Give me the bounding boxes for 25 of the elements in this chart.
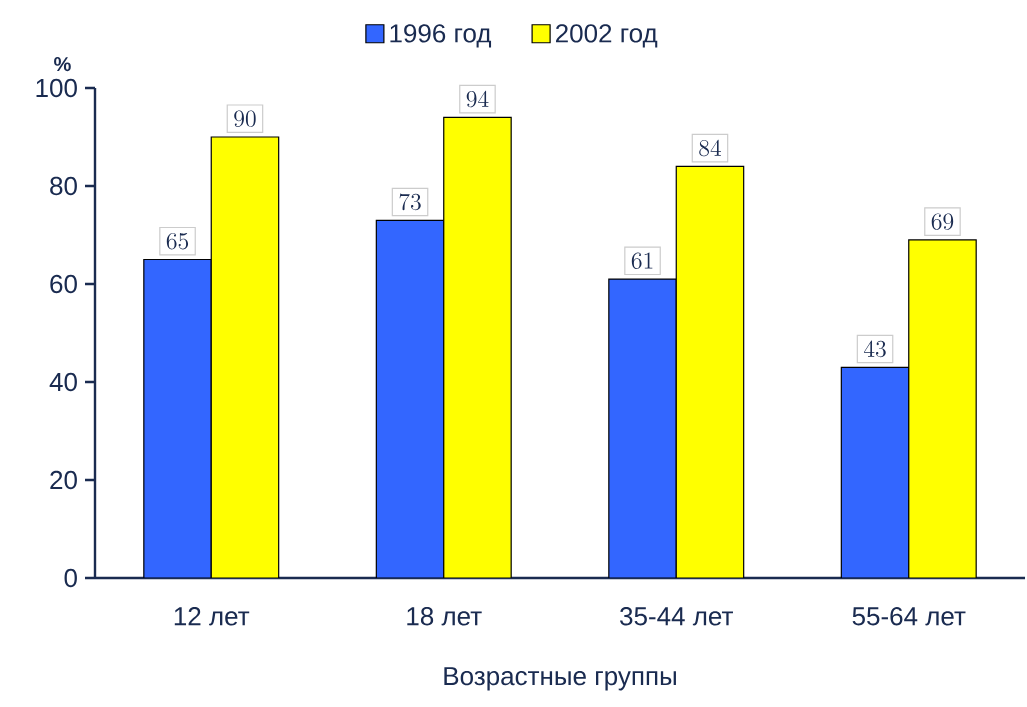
y-axis-title: % xyxy=(54,57,71,72)
y-tick-label: 80 xyxy=(50,176,77,196)
data-label: 69 xyxy=(931,213,954,230)
y-tick-label: 40 xyxy=(49,372,77,392)
data-label: 94 xyxy=(466,90,489,108)
bar xyxy=(908,239,977,578)
y-tick-label: 0 xyxy=(64,568,77,588)
data-label: 65 xyxy=(166,232,189,250)
x-tick-label: 12 лет xyxy=(174,607,250,626)
x-tick-label: 35-44 лет xyxy=(620,607,733,626)
y-tick-label: 100 xyxy=(36,78,77,98)
x-axis-title: Возрастные группы xyxy=(444,667,676,691)
data-label: 90 xyxy=(234,110,256,127)
x-tick-label: 55-64 лет xyxy=(852,607,966,626)
legend-label: 2002 год xyxy=(556,24,658,48)
data-label: 61 xyxy=(631,252,653,269)
y-tick-label: 60 xyxy=(50,274,77,294)
y-tick-label: 20 xyxy=(50,470,77,490)
data-label: 84 xyxy=(699,139,721,157)
data-label: 73 xyxy=(399,193,421,211)
data-label: 43 xyxy=(863,340,886,358)
legend-label: 1996 год xyxy=(390,24,492,48)
bar xyxy=(608,278,677,578)
bar xyxy=(210,136,280,578)
x-tick-label: 18 лет xyxy=(407,607,482,626)
